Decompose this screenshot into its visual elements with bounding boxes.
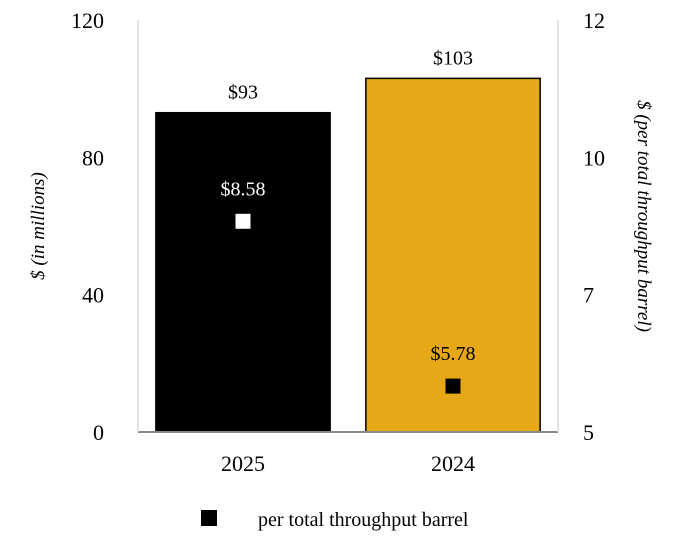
bar-value-label: $93 (228, 82, 258, 104)
right-tick-label: 5 (583, 420, 594, 445)
left-tick-label: 0 (93, 420, 104, 445)
bar-value-label: $103 (433, 47, 473, 69)
point-group: $8.58 $5.78 (221, 178, 476, 394)
legend-label: per total throughput barrel (258, 509, 469, 531)
left-axis-title: $ (in millions) (28, 172, 49, 280)
point-marker (235, 213, 251, 229)
point-marker (445, 378, 461, 394)
bar (365, 77, 541, 433)
category-label: 2025 (221, 451, 265, 476)
right-axis-ticks: 5 7 10 12 (583, 8, 605, 445)
legend-marker (201, 510, 217, 526)
plot-area: $93 $103 $8.58 $5.78 (137, 20, 559, 433)
point-value-label: $5.78 (431, 343, 476, 365)
point-value-label: $8.58 (221, 178, 266, 200)
category-labels: 2025 2024 (221, 451, 475, 476)
right-tick-label: 7 (583, 283, 594, 308)
category-label: 2024 (431, 451, 475, 476)
left-tick-label: 120 (71, 8, 104, 33)
bar-group: $93 $103 (155, 47, 541, 433)
right-axis-title: $ (per total throughput barrel) (633, 100, 654, 332)
left-tick-label: 80 (82, 145, 104, 170)
right-tick-label: 12 (583, 8, 605, 33)
right-tick-label: 10 (583, 145, 605, 170)
bar (155, 111, 331, 433)
left-tick-label: 40 (82, 283, 104, 308)
legend: per total throughput barrel (201, 509, 469, 531)
left-axis-ticks: 0 40 80 120 (71, 8, 104, 445)
